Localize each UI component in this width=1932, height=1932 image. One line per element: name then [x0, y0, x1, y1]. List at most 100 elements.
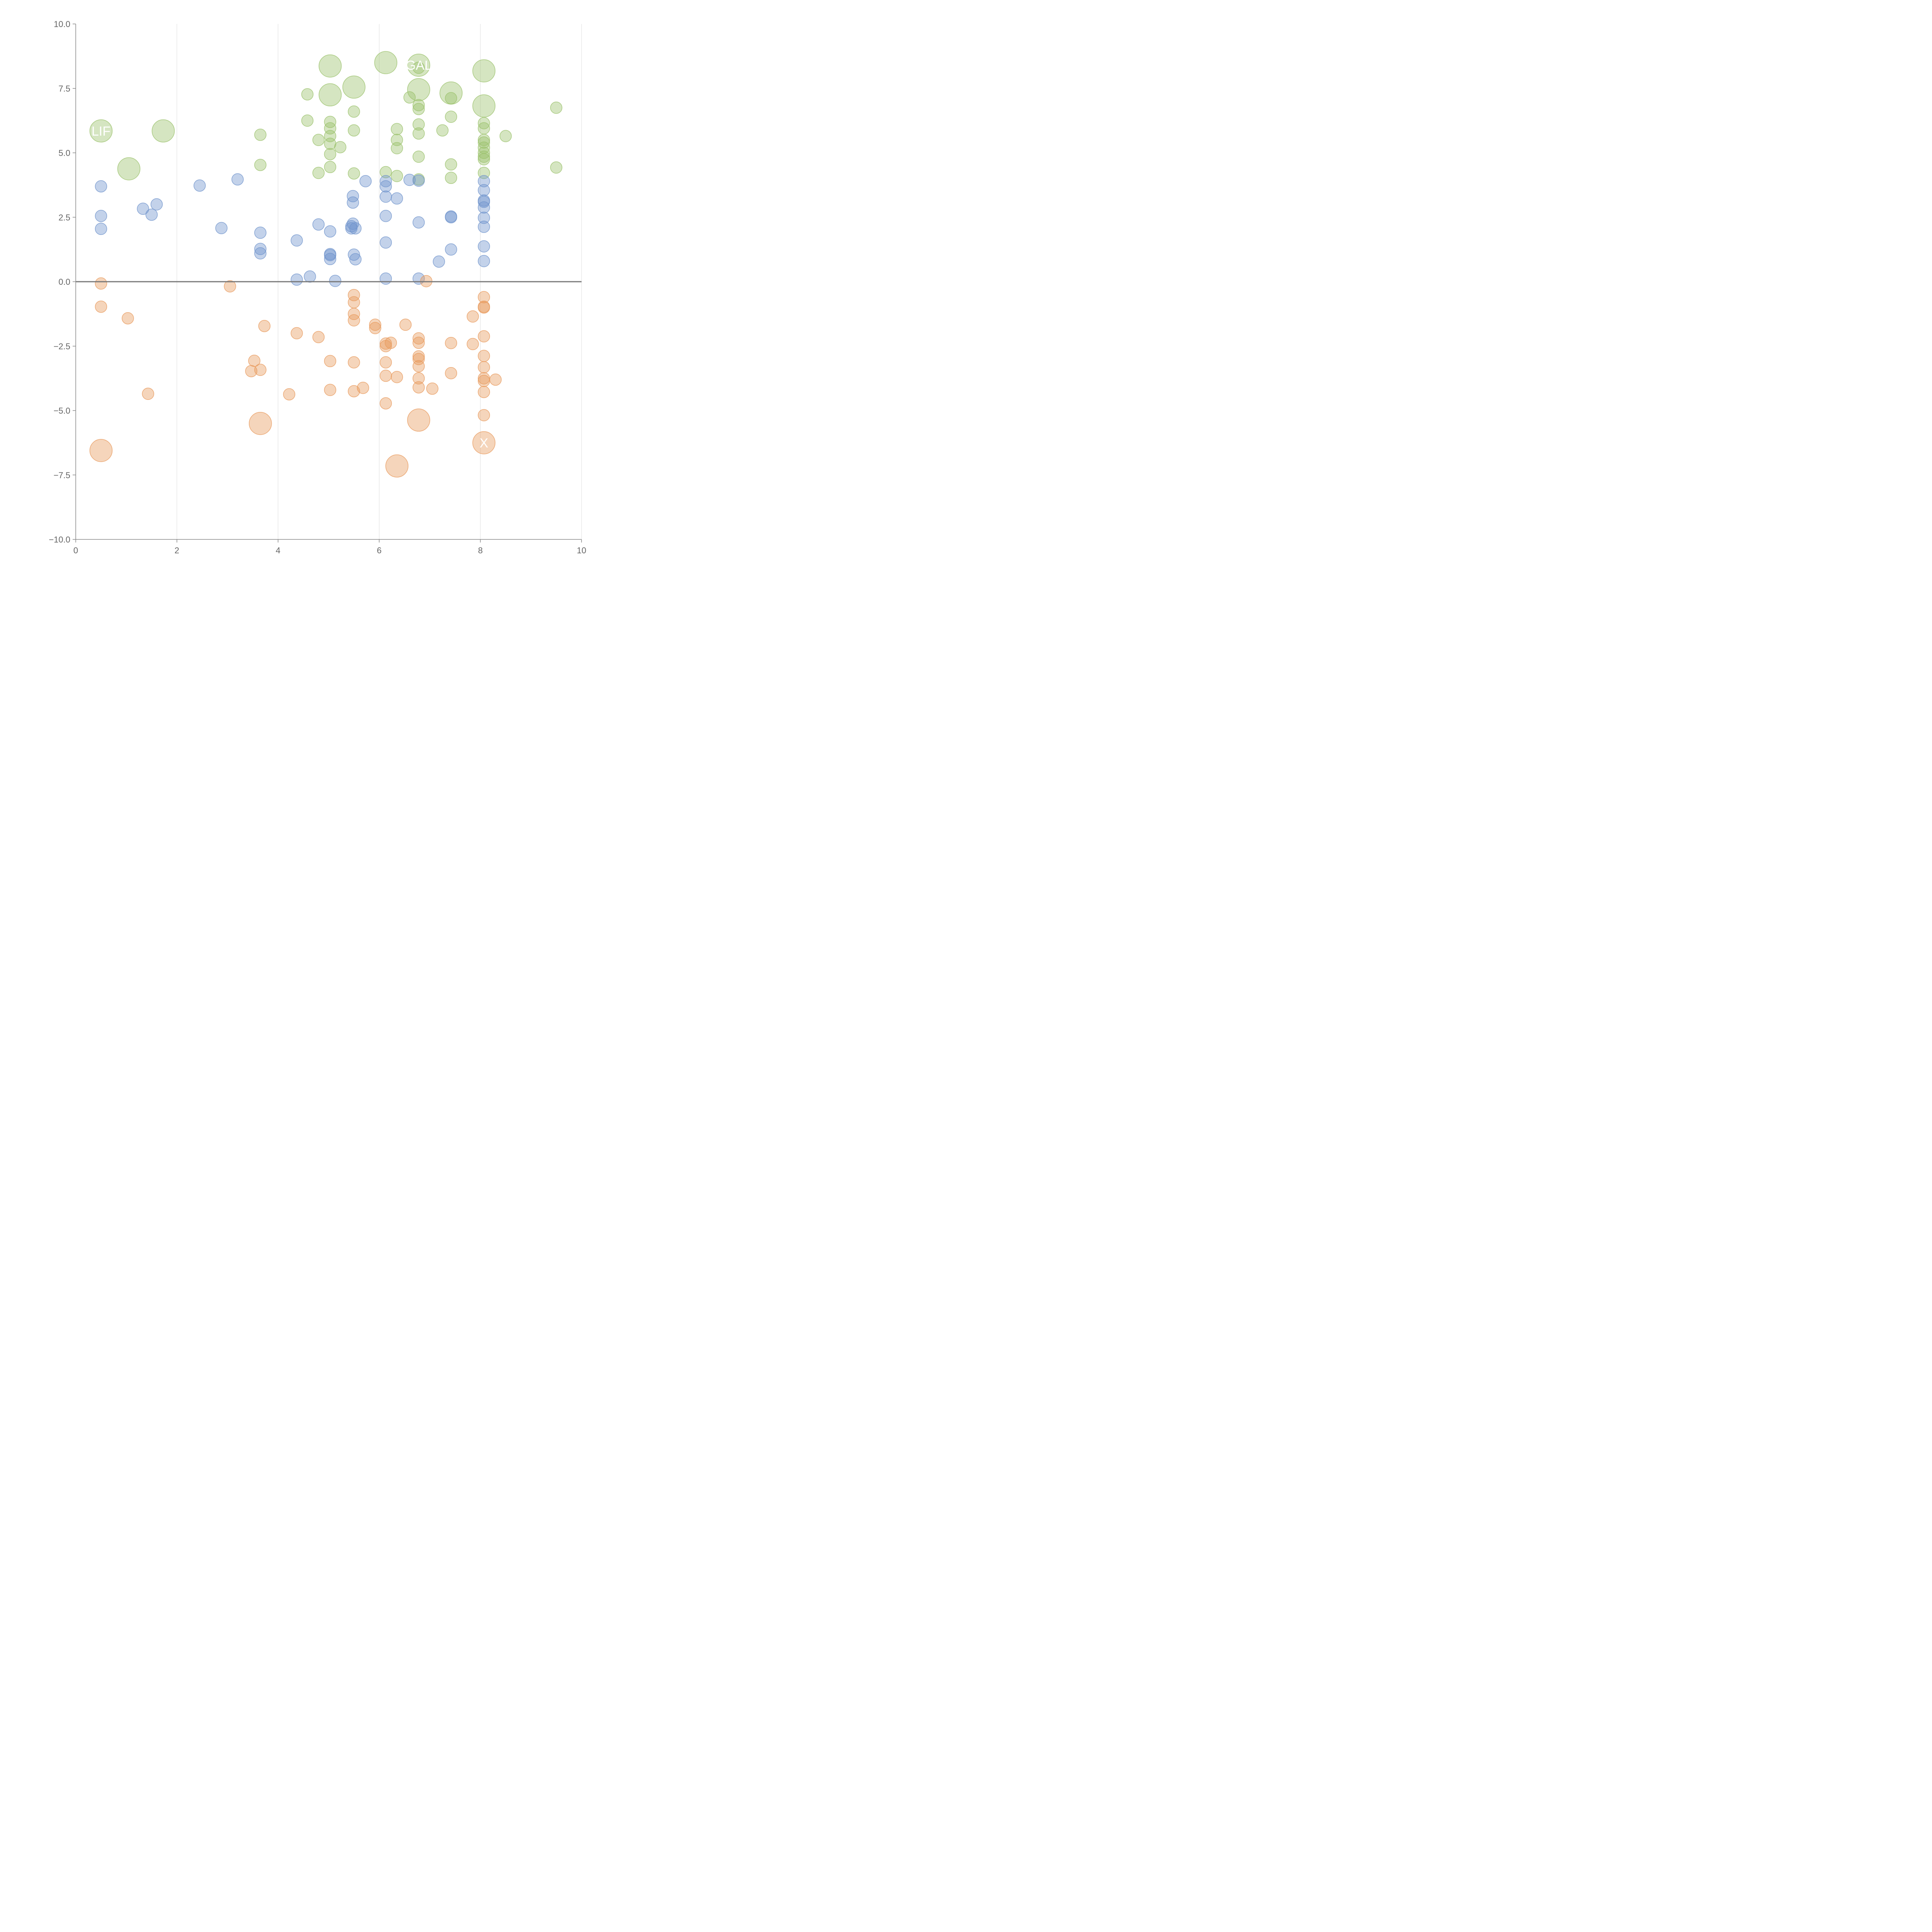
green-bubble: [478, 136, 490, 149]
green-bubble: [301, 88, 314, 100]
bubble-label: X: [480, 436, 488, 451]
orange-bubble: [283, 388, 296, 401]
green-bubble: [445, 92, 457, 104]
green-bubble: [318, 54, 342, 78]
green-bubble: [412, 127, 425, 140]
tick-labels: 0 2 4 6 8 10 −10.0 −7.5 −5.0 −2.5 0.0 2.5 5.0 7.5 10.0: [49, 19, 586, 555]
orange-bubble: [348, 289, 360, 301]
blue-bubble: [215, 222, 228, 235]
blue-bubble: [95, 180, 107, 192]
orange-bubble: [412, 360, 425, 372]
green-bubble: [391, 123, 403, 135]
blue-bubble: [347, 196, 359, 209]
green-bubble: [412, 99, 425, 111]
blue-bubble: [291, 234, 303, 247]
x-tick-label: 8: [478, 546, 483, 555]
green-bubble: [478, 153, 490, 165]
orange-bubble: [478, 386, 490, 398]
orange-bubble: [478, 350, 490, 362]
blue-bubble: [347, 190, 359, 202]
blue-bubble: [254, 247, 267, 260]
x-tick-label: 6: [377, 546, 381, 555]
orange-bubble: [348, 356, 360, 369]
orange-bubble: [348, 296, 360, 309]
blue-bubble: [349, 222, 362, 235]
green-bubble: [324, 116, 337, 128]
green-bubble: [334, 141, 347, 153]
blue-bubble: [304, 270, 316, 283]
blue-bubble: [150, 198, 163, 211]
blue-bubble: [478, 175, 490, 187]
green-bubble: [348, 124, 360, 137]
green-bubble: [117, 157, 141, 180]
green-bubble: [89, 119, 113, 143]
green-bubble: [472, 59, 496, 83]
green-bubble: [254, 159, 267, 171]
green-bubble: [436, 124, 449, 137]
orange-bubble: [426, 383, 439, 395]
orange-bubble: [95, 300, 107, 313]
green-bubble: [472, 94, 496, 117]
green-bubble: [391, 170, 403, 182]
green-bubble: [151, 119, 175, 143]
orange-bubble: [478, 301, 490, 314]
x-tick-label: 10: [577, 546, 586, 555]
blue-bubble: [379, 272, 392, 285]
blue-bubble: [478, 211, 490, 224]
green-bubble: [403, 91, 416, 104]
orange-bubble: [478, 375, 490, 387]
green-bubble: [318, 83, 342, 107]
orange-bubble: [379, 369, 392, 382]
blue-bubble: [231, 173, 244, 185]
green-bubble: [348, 167, 360, 180]
blue-bubble: [379, 180, 392, 192]
green-bubble: [254, 129, 267, 141]
green-bubble: [445, 111, 457, 123]
blue-bubble: [324, 253, 337, 265]
orange-bubble: [478, 330, 490, 343]
x-tick-label: 0: [73, 546, 78, 555]
orange-bubble: [357, 382, 369, 394]
y-tick-label: 7.5: [58, 84, 70, 94]
green-bubble: [412, 103, 425, 115]
green-bubble: [550, 102, 563, 114]
blue-bubble: [254, 243, 267, 255]
orange-bubble: [89, 439, 113, 462]
blue-bubble: [391, 192, 403, 205]
green-bubble: [478, 117, 490, 129]
green-bubble: [407, 78, 430, 101]
blue-bubble: [379, 210, 392, 222]
green-bubble: [478, 146, 490, 159]
y-tick-label: 10.0: [54, 19, 70, 29]
orange-bubble: [385, 454, 408, 478]
blue-bubble: [193, 179, 206, 192]
orange-bubble: [412, 332, 425, 345]
blue-bubble: [324, 249, 337, 262]
y-tick-label: −10.0: [49, 535, 70, 544]
green-bubble: [412, 118, 425, 131]
orange-bubble: [379, 337, 392, 350]
green-bubble: [391, 142, 403, 155]
orange-bubble: [348, 314, 360, 327]
blue-bubble: [478, 240, 490, 253]
orange-bubble: [412, 381, 425, 394]
blue-bubble: [137, 202, 149, 215]
y-tick-label: 5.0: [58, 148, 70, 158]
blue-bubble: [433, 255, 445, 268]
orange-bubble: [291, 327, 303, 340]
blue-bubble: [345, 222, 358, 235]
green-bubble: [445, 172, 457, 184]
orange-bubble: [466, 310, 479, 323]
orange-bubble: [324, 355, 337, 367]
blue-bubble: [329, 275, 342, 287]
green-bubble: [412, 150, 425, 163]
green-bubble: [412, 61, 425, 74]
blue-bubble: [478, 221, 490, 233]
orange-bubble: [412, 353, 425, 365]
orange-bubble: [412, 350, 425, 363]
orange-bubble: [369, 318, 381, 331]
blue-bubble: [379, 175, 392, 187]
green-bubble: [445, 158, 457, 171]
blue-bubble: [379, 236, 392, 249]
orange-bubble: [407, 408, 430, 432]
